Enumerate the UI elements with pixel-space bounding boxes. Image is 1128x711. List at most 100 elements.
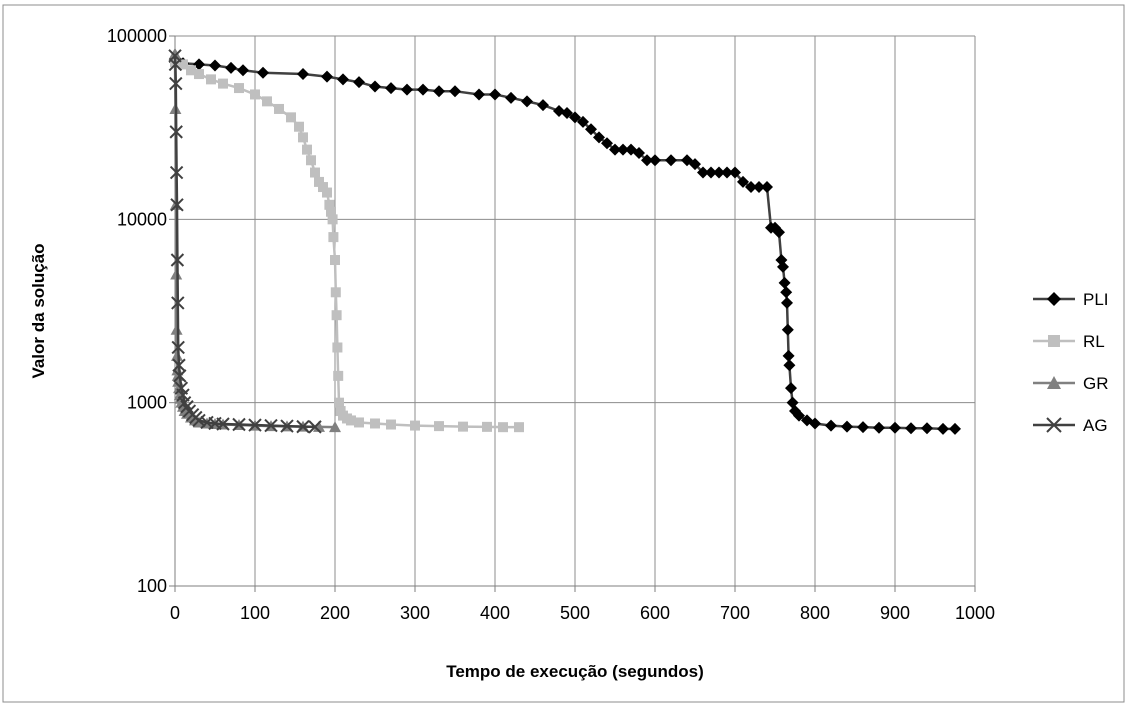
legend-item-pli: PLI (1033, 290, 1109, 309)
data-point-pli (713, 166, 725, 179)
tick-labels: 0 100 200 300 400 500 600 700 800 900 100010010001… (107, 26, 995, 623)
data-point-pli (905, 422, 917, 435)
legend-label-pli: PLI (1083, 290, 1109, 309)
data-point-pli (297, 68, 309, 81)
data-point-pli (577, 115, 589, 128)
x-tick-label: 900 (880, 603, 910, 623)
data-point-pli (857, 421, 869, 434)
legend-item-gr: GR (1033, 374, 1109, 393)
legend: PLI RL GR AG (1033, 290, 1109, 435)
data-point-ag (308, 420, 322, 434)
data-point-rl (310, 167, 320, 178)
data-point-pli (665, 154, 677, 167)
data-point-gr (170, 323, 183, 335)
series-ag (168, 49, 322, 434)
y-tick-label: 10000 (117, 209, 167, 229)
legend-item-rl: RL (1033, 332, 1105, 351)
series-rl (170, 57, 524, 433)
data-point-rl (324, 199, 335, 210)
data-point-pli (785, 382, 797, 395)
data-point-pli (753, 181, 765, 194)
data-point-pli (537, 99, 549, 112)
data-point-pli (257, 66, 269, 79)
data-point-gr (169, 47, 181, 59)
legend-label-ag: AG (1083, 416, 1108, 435)
data-point-rl (286, 112, 296, 123)
data-point-pli (585, 123, 597, 136)
data-point-gr (170, 268, 183, 280)
data-point-pli (401, 83, 413, 96)
data-point-pli (433, 85, 445, 98)
data-point-pli (841, 420, 853, 433)
data-point-pli (745, 181, 757, 194)
data-point-ag (296, 419, 310, 434)
data-point-rl (330, 255, 340, 266)
data-point-rl (194, 69, 204, 80)
data-point-pli (697, 166, 709, 179)
data-point-ag (169, 165, 184, 180)
data-point-rl (250, 89, 260, 100)
legend-marker-rl (1048, 335, 1060, 347)
x-tick-label: 300 (400, 603, 430, 623)
data-point-rl (458, 421, 468, 432)
legend-marker-gr (1047, 376, 1061, 389)
data-point-pli (521, 95, 533, 108)
data-point-rl (333, 370, 344, 381)
x-tick-label: 400 (480, 603, 510, 623)
data-point-pli (369, 80, 381, 93)
data-point-pli (649, 154, 661, 167)
data-point-rl (328, 232, 339, 243)
data-point-rl (302, 144, 312, 155)
data-point-pli (780, 286, 793, 299)
data-point-rl (346, 415, 356, 426)
data-point-pli (777, 260, 789, 273)
data-point-pli (921, 422, 933, 435)
data-point-ag (192, 413, 206, 428)
data-point-rl (327, 214, 338, 225)
data-point-pli (778, 276, 791, 289)
data-point-pli (689, 158, 701, 171)
data-point-pli (353, 76, 365, 89)
data-point-rl (322, 187, 332, 198)
data-point-rl (370, 418, 380, 429)
data-point-rl (354, 417, 364, 428)
data-point-rl (498, 422, 508, 433)
data-point-pli (825, 419, 837, 432)
data-point-ag (170, 198, 184, 212)
data-point-pli (601, 137, 613, 150)
data-point-pli (721, 166, 733, 179)
data-point-rl (332, 342, 343, 353)
data-point-pli (505, 91, 517, 104)
data-point-pli (593, 131, 605, 144)
data-point-ag (171, 340, 185, 355)
data-point-ag (177, 395, 192, 410)
data-point-rl (186, 65, 196, 76)
data-point-ag (168, 57, 183, 72)
data-point-rl (206, 74, 216, 85)
data-point-pli (385, 82, 397, 95)
x-tick-label: 0 (170, 603, 180, 623)
legend-label-rl: RL (1083, 332, 1105, 351)
data-point-pli (609, 143, 621, 156)
data-point-ag (169, 125, 183, 139)
data-point-rl (386, 419, 396, 430)
data-point-ag (171, 296, 185, 310)
data-point-rl (482, 421, 492, 432)
data-point-pli (809, 417, 821, 430)
data-point-pli (781, 323, 794, 336)
x-tick-label: 100 (240, 603, 270, 623)
x-tick-label: 600 (640, 603, 670, 623)
x-axis-title: Tempo de execução (segundos) (446, 662, 704, 681)
data-point-pli (489, 88, 501, 101)
data-point-rl (331, 310, 342, 321)
legend-marker-ag (1046, 417, 1062, 433)
data-point-rl (262, 96, 272, 107)
data-point-rl (330, 287, 341, 298)
data-point-rl (298, 132, 308, 143)
data-point-pli (569, 111, 581, 124)
data-point-pli (561, 107, 573, 120)
x-tick-label: 700 (720, 603, 750, 623)
data-point-pli (889, 421, 901, 434)
